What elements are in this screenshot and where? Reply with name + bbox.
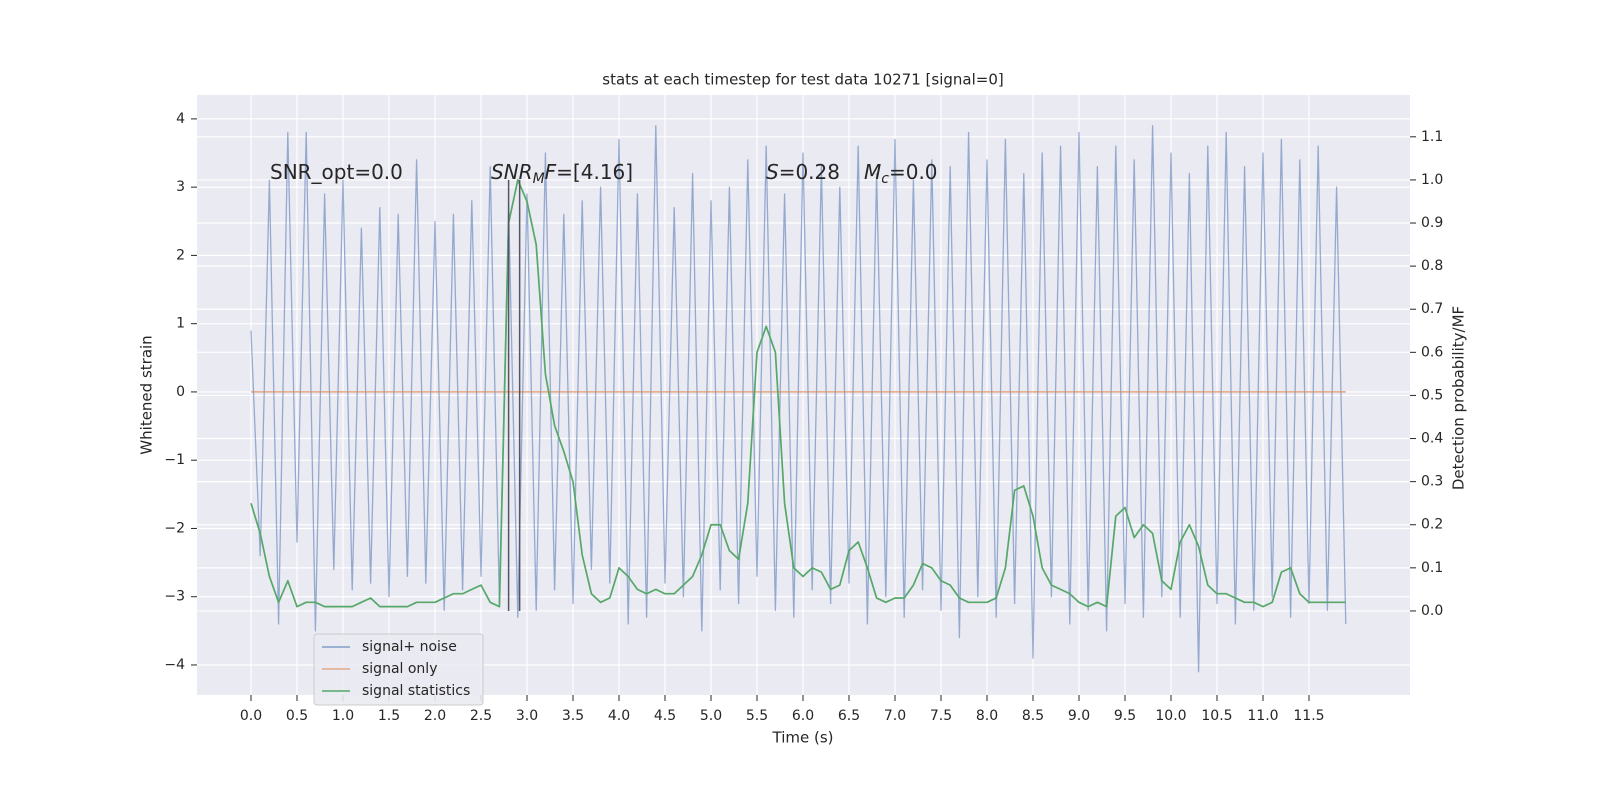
x-axis-label: Time (s) — [772, 729, 834, 747]
x-tick-label: 7.0 — [884, 708, 906, 724]
y2-tick-label: 0.1 — [1421, 560, 1443, 576]
y-tick-label: −4 — [164, 657, 185, 673]
annotation-part: F — [545, 160, 557, 184]
y2-tick-label: 1.1 — [1421, 129, 1443, 145]
y-tick-label: 4 — [176, 111, 185, 127]
x-tick-label: 8.0 — [976, 708, 998, 724]
y2-tick-label: 0.0 — [1421, 603, 1443, 619]
y-tick-label: 0 — [176, 384, 185, 400]
x-tick-label: 11.5 — [1293, 708, 1324, 724]
x-tick-label: 9.5 — [1114, 708, 1136, 724]
x-tick-label: 5.5 — [746, 708, 768, 724]
y-tick-label: −1 — [164, 452, 185, 468]
annotation-part: S — [766, 160, 779, 184]
y2-tick-label: 0.7 — [1421, 301, 1443, 317]
series-line — [250, 125, 1347, 673]
y-axis-label: Whitened strain — [138, 335, 156, 454]
y2-tick-label: 0.2 — [1421, 517, 1443, 533]
annotation-part: SNR — [491, 160, 533, 184]
x-tick-label: 8.5 — [1022, 708, 1044, 724]
y-tick-label: −2 — [164, 520, 185, 536]
x-tick-label: 1.5 — [378, 708, 400, 724]
y2-tick-label: 0.3 — [1421, 474, 1443, 490]
y2-tick-label: 0.5 — [1421, 387, 1443, 403]
annotation: SNR_opt=0.0 — [270, 160, 403, 184]
annotation: S=0.28 Mc=0.0 — [766, 160, 938, 188]
y2-tick-label: 0.8 — [1421, 258, 1443, 274]
x-tick-label: 5.0 — [700, 708, 722, 724]
y-tick-label: 2 — [176, 247, 185, 263]
annotation-part: =0.0 — [889, 160, 938, 184]
x-tick-label: 2.0 — [424, 708, 446, 724]
chart-title: stats at each timestep for test data 102… — [602, 71, 1003, 89]
legend-label: signal+ noise — [362, 639, 457, 655]
annotation: SNRMF=[4.16] — [491, 160, 633, 188]
y2-axis-label: Detection probability/MF — [1450, 306, 1468, 490]
x-tick-label: 6.0 — [792, 708, 814, 724]
y-tick-label: 1 — [176, 316, 185, 332]
annotation-part: M — [533, 171, 545, 187]
x-tick-label: 4.5 — [654, 708, 676, 724]
x-tick-label: 9.0 — [1068, 708, 1090, 724]
y-tick-label: −3 — [164, 589, 185, 605]
y2-tick-label: 0.4 — [1421, 431, 1443, 447]
y2-tick-label: 1.0 — [1421, 172, 1443, 188]
y2-tick-label: 0.9 — [1421, 215, 1443, 231]
annotation-part: c — [881, 171, 889, 187]
x-tick-label: 2.5 — [470, 708, 492, 724]
legend — [313, 633, 484, 706]
legend-label: signal only — [362, 661, 437, 677]
x-tick-label: 0.5 — [286, 708, 308, 724]
x-tick-label: 1.0 — [332, 708, 354, 724]
annotation-part: SNR_opt=0.0 — [270, 160, 403, 184]
legend-label: signal statistics — [362, 683, 470, 699]
x-tick-label: 10.0 — [1155, 708, 1186, 724]
y-tick-label: 3 — [176, 179, 185, 195]
y2-tick-label: 0.6 — [1421, 344, 1443, 360]
series-line — [250, 179, 1346, 608]
annotation-part: M — [864, 160, 881, 184]
x-tick-label: 0.0 — [240, 708, 262, 724]
x-tick-label: 6.5 — [838, 708, 860, 724]
x-tick-label: 3.0 — [516, 708, 538, 724]
annotation-part: =[4.16] — [556, 160, 633, 184]
annotation-part: =0.28 — [779, 160, 840, 184]
x-tick-label: 10.5 — [1201, 708, 1232, 724]
x-tick-label: 11.0 — [1247, 708, 1278, 724]
x-tick-label: 7.5 — [930, 708, 952, 724]
x-tick-label: 3.5 — [562, 708, 584, 724]
x-tick-label: 4.0 — [608, 708, 630, 724]
